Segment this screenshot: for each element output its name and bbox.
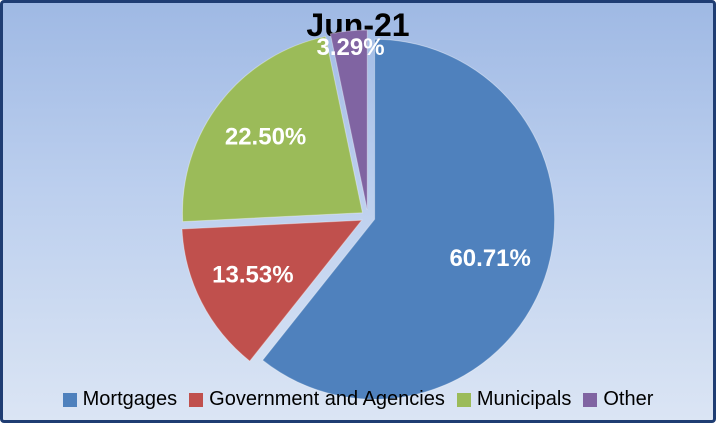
legend-item: Government and Agencies	[189, 388, 445, 411]
legend-swatch	[189, 392, 204, 407]
pie-slice	[181, 219, 363, 362]
pie-slice	[329, 29, 368, 211]
data-label: 13.53%	[212, 261, 293, 288]
legend-swatch	[62, 392, 77, 407]
legend-label: Government and Agencies	[209, 388, 445, 410]
pie-slice	[181, 35, 364, 223]
legend-item: Mortgages	[62, 388, 178, 411]
data-label: 22.50%	[225, 123, 306, 150]
data-label: 60.71%	[449, 245, 530, 272]
legend-swatch	[583, 392, 598, 407]
legend: Mortgages Government and Agencies Municipa…	[0, 388, 716, 411]
data-label: 3.29%	[317, 34, 385, 61]
pie-slice	[261, 38, 556, 400]
legend-swatch	[456, 392, 471, 407]
legend-label: Other	[603, 388, 654, 410]
legend-item: Other	[583, 388, 653, 411]
legend-item: Municipals	[456, 388, 572, 411]
legend-label: Municipals	[476, 388, 572, 410]
legend-label: Mortgages	[82, 388, 178, 410]
